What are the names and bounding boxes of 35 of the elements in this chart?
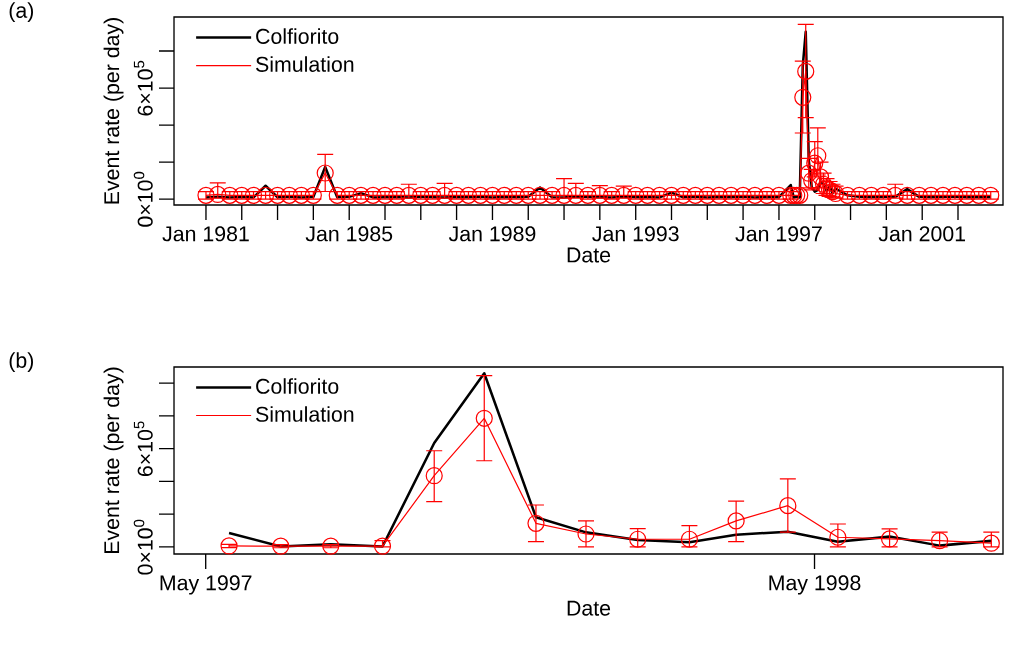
x-tick-label: May 1998: [769, 575, 861, 595]
point: [272, 537, 290, 555]
point: [475, 409, 493, 427]
legend-label: Colfiorito: [256, 378, 339, 394]
point: [425, 467, 443, 485]
point: [727, 512, 745, 530]
x-tick-label: Jan 1997: [735, 226, 822, 242]
x-tick-label: May 1997: [160, 575, 252, 595]
x-tick-label: Jan 1989: [448, 226, 536, 242]
point: [779, 497, 797, 515]
y-tick-label: 0×10$^{0}$: [133, 171, 153, 227]
legend-label: Simulation: [256, 56, 354, 72]
x-tick-label: Jan 1985: [305, 226, 393, 242]
x-axis-title: Date: [567, 600, 611, 616]
x-tick-label: Jan 1993: [592, 226, 679, 242]
point: [982, 534, 1000, 552]
y-axis-title: Event rate (per day): [103, 18, 124, 204]
point: [373, 537, 392, 555]
x-axis-title: Date: [567, 247, 611, 263]
legend-label: Colfiorito: [256, 28, 339, 44]
chart-title: (b): [9, 352, 34, 373]
point: [577, 525, 595, 543]
x-tick-label: Jan 1981: [162, 226, 249, 242]
y-tick-label: 0×10$^{0}$: [133, 519, 153, 575]
point: [829, 528, 847, 546]
y-axis-title: Event rate (per day): [103, 367, 124, 553]
point: [220, 537, 238, 555]
x-tick-label: Jan 2001: [878, 226, 966, 242]
point: [680, 530, 699, 548]
point: [322, 537, 340, 555]
y-tick-label: 6×10$^{5}$: [133, 421, 153, 477]
chart-title: (a): [9, 2, 34, 23]
y-tick-label: 6×10$^{5}$: [133, 60, 153, 116]
legend-label: Simulation: [256, 406, 354, 422]
point: [527, 514, 545, 532]
